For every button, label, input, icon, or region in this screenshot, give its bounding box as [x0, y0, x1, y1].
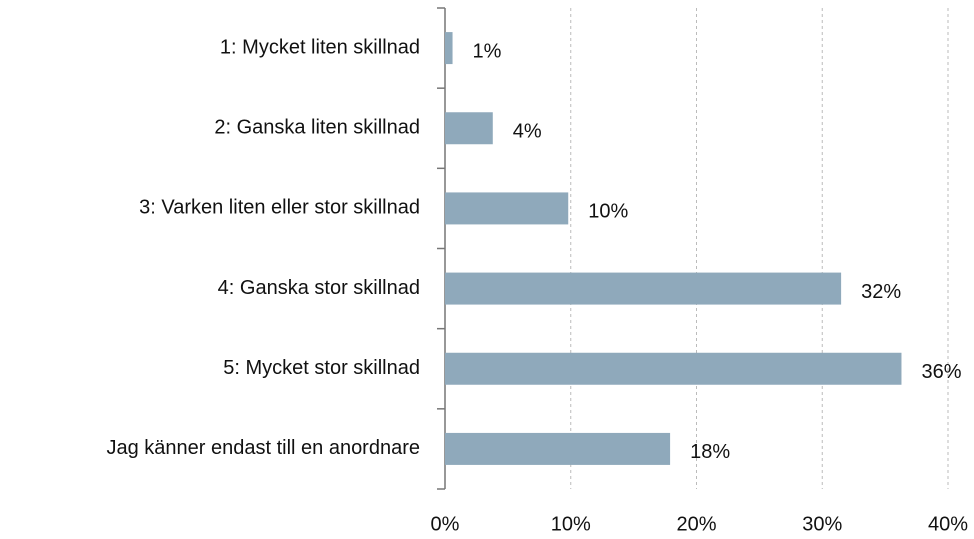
x-tick-label: 20%	[676, 513, 716, 535]
bar	[445, 32, 453, 65]
y-tick-label: 2: Ganska liten skillnad	[214, 117, 420, 139]
bar	[445, 192, 569, 225]
data-label: 32%	[861, 281, 901, 303]
x-tick-label: 0%	[431, 513, 460, 535]
x-tick-label: 40%	[928, 513, 968, 535]
data-label: 18%	[690, 441, 730, 463]
y-tick-label: 4: Ganska stor skillnad	[218, 277, 420, 299]
y-tick-label: Jag känner endast till en anordnare	[106, 437, 420, 459]
x-tick-label: 30%	[802, 513, 842, 535]
data-label: 4%	[513, 121, 542, 143]
bar	[445, 272, 842, 305]
y-tick-label: 1: Mycket liten skillnad	[220, 36, 420, 58]
data-label: 36%	[921, 361, 961, 383]
bar	[445, 432, 671, 465]
data-label: 1%	[473, 40, 502, 62]
x-tick-label: 10%	[551, 513, 591, 535]
bar	[445, 352, 902, 385]
y-tick-label: 3: Varken liten eller stor skillnad	[139, 197, 420, 219]
bar	[445, 112, 493, 145]
y-tick-label: 5: Mycket stor skillnad	[223, 357, 420, 379]
data-label: 10%	[588, 201, 628, 223]
